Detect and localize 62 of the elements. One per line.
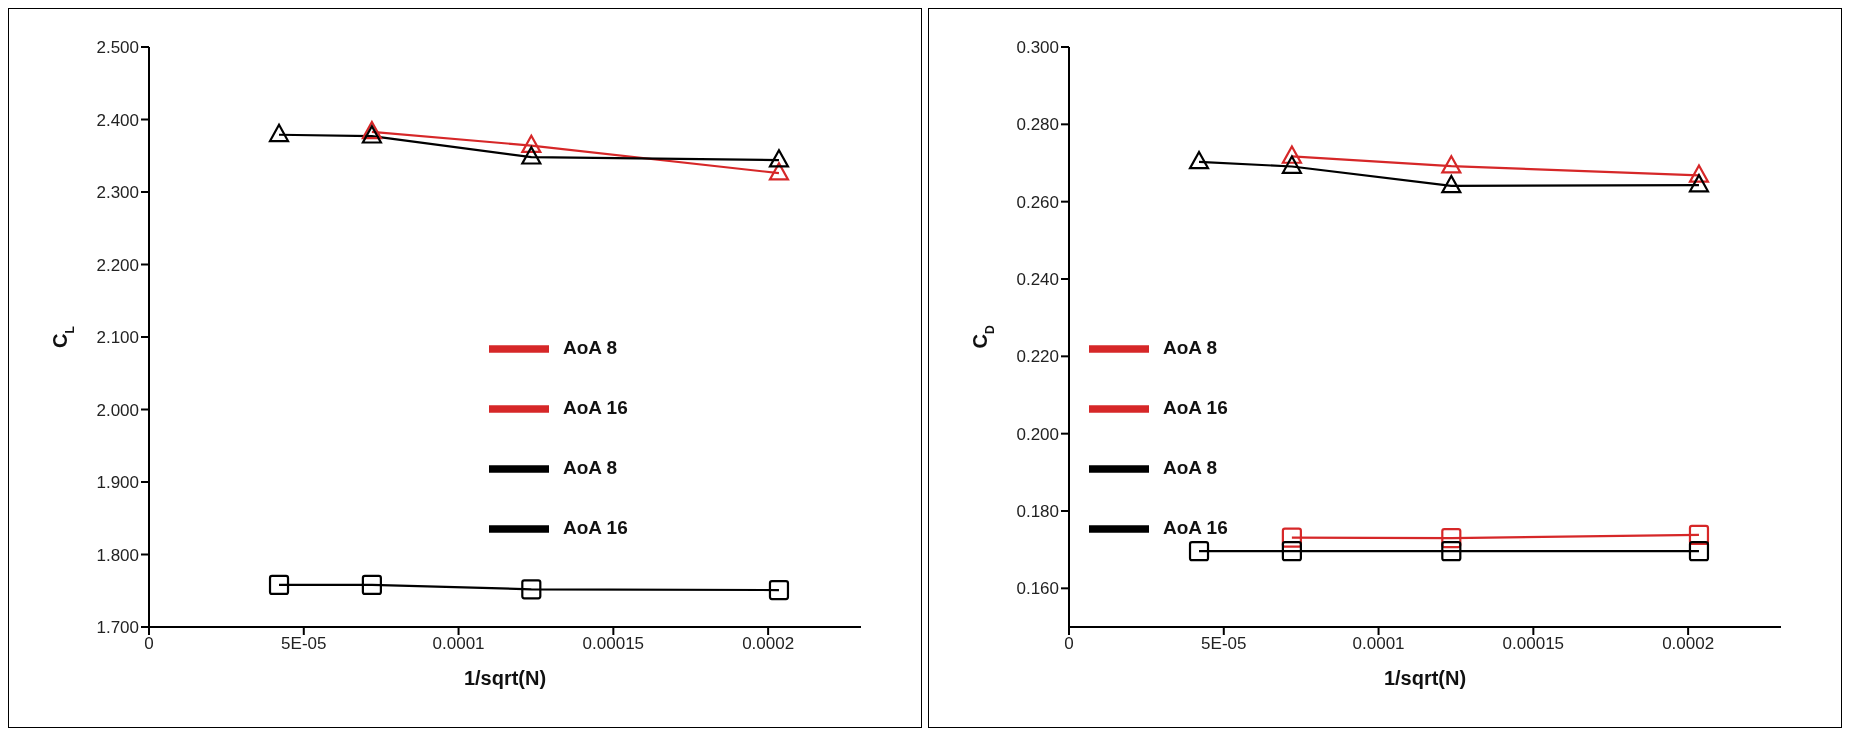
point bbox=[1688, 541, 1710, 562]
point bbox=[768, 162, 790, 181]
point bbox=[768, 149, 790, 168]
x-tick-label: 0.00015 bbox=[1502, 634, 1565, 654]
point bbox=[1281, 541, 1302, 562]
y-tick-label: 0.180 bbox=[1016, 502, 1059, 522]
y-tick-label: 0.200 bbox=[1016, 424, 1059, 444]
point bbox=[1188, 150, 1210, 170]
x-tick-label: 0 bbox=[144, 634, 154, 654]
x-tick-label: 0.0001 bbox=[1352, 634, 1405, 654]
point bbox=[1188, 541, 1210, 562]
point bbox=[1441, 174, 1462, 194]
x-tick-label: 0.0002 bbox=[1662, 634, 1715, 654]
y-tick-label: 0.280 bbox=[1016, 115, 1059, 135]
y-tick-label: 2.100 bbox=[96, 328, 139, 348]
point bbox=[1281, 527, 1302, 548]
x-axis-title: 1/sqrt(N) bbox=[1383, 667, 1467, 689]
point bbox=[1441, 541, 1462, 562]
legend-label: AoA 8 bbox=[563, 337, 618, 359]
point bbox=[521, 146, 542, 165]
legend-label: AoA 16 bbox=[563, 397, 628, 419]
legend-label: AoA 8 bbox=[563, 457, 618, 479]
point bbox=[1688, 174, 1710, 193]
y-tick-label: 0.300 bbox=[1016, 38, 1059, 58]
y-tick-label: 0.260 bbox=[1016, 192, 1059, 212]
y-tick-label: 2.000 bbox=[96, 400, 139, 420]
y-tick-label: 2.500 bbox=[96, 38, 139, 58]
y-tick-label: 2.400 bbox=[96, 110, 139, 130]
y-tick-label: 0.160 bbox=[1016, 579, 1059, 599]
y-tick-label: 1.800 bbox=[96, 545, 139, 565]
legend-label: AoA 16 bbox=[1163, 517, 1228, 539]
point bbox=[521, 579, 542, 600]
point bbox=[1441, 527, 1462, 549]
y-tick-label: 1.700 bbox=[96, 618, 139, 638]
y-tick-label: 2.200 bbox=[96, 255, 139, 275]
x-tick-label: 0.00015 bbox=[582, 634, 645, 654]
point bbox=[1281, 155, 1302, 174]
y-tick-label: 1.900 bbox=[96, 473, 139, 493]
x-axis-title: 1/sqrt(N) bbox=[463, 667, 547, 689]
x-tick-label: 5E-05 bbox=[1201, 634, 1247, 654]
x-tick-label: 0.0002 bbox=[742, 634, 795, 654]
y-tick-label: 0.240 bbox=[1016, 270, 1059, 290]
point bbox=[268, 574, 290, 596]
point bbox=[1441, 155, 1462, 174]
legend-label: AoA 8 bbox=[1163, 457, 1218, 479]
legend-label: AoA 8 bbox=[1163, 337, 1218, 359]
point bbox=[361, 120, 382, 140]
y-tick-label: 2.300 bbox=[96, 183, 139, 203]
legend-label: AoA 16 bbox=[563, 517, 628, 539]
point bbox=[1281, 145, 1302, 164]
point bbox=[1688, 524, 1710, 546]
point bbox=[268, 123, 290, 143]
point bbox=[768, 579, 790, 601]
point bbox=[361, 125, 382, 144]
x-tick-label: 5E-05 bbox=[281, 634, 327, 654]
point bbox=[361, 574, 382, 596]
y-tick-label: 0.220 bbox=[1016, 347, 1059, 367]
point bbox=[1688, 164, 1710, 183]
x-tick-label: 0 bbox=[1064, 634, 1074, 654]
x-tick-label: 0.0001 bbox=[432, 634, 485, 654]
legend-label: AoA 16 bbox=[1163, 397, 1228, 419]
point bbox=[521, 134, 542, 153]
